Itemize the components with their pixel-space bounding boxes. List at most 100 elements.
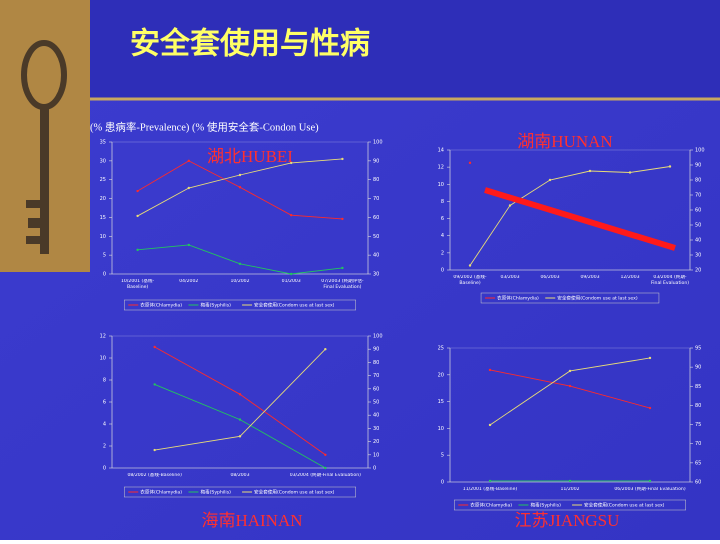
y2-tick-label: 70 xyxy=(695,441,701,447)
data-point xyxy=(341,157,344,161)
data-point xyxy=(468,161,472,165)
y2-tick-label: 90 xyxy=(373,158,379,164)
x-tick-label: 08/2002 (基线-Baseline) xyxy=(127,473,182,478)
x-tick-slot: 11/2001 (基线-Baseline) xyxy=(463,487,517,492)
y2-tick-label: 20 xyxy=(695,268,701,274)
y2-tick-label: 65 xyxy=(695,460,701,466)
x-tick-slot: 10/2001 (基线-Baseline) xyxy=(121,279,155,290)
data-point xyxy=(648,406,652,410)
x-tick-label: 07/2003 (终期评估-Final Evaluation) xyxy=(321,279,364,290)
y-tick-label: 25 xyxy=(438,346,444,352)
x-tick-label: 06/2003 xyxy=(540,275,560,280)
y-tick-label: 8 xyxy=(441,199,444,205)
legend-label: 安全套使用(Condom use at last sex) xyxy=(254,489,335,496)
y2-tick-label: 75 xyxy=(695,422,701,428)
slide-subtitle: (% 患病率-Prevalence) (% 使用安全套-Condon Use) xyxy=(90,120,319,133)
y-tick-label: 15 xyxy=(438,399,444,405)
y2-tick-label: 40 xyxy=(373,413,379,419)
y2-tick-label: 85 xyxy=(695,384,701,390)
y2-tick-label: 70 xyxy=(373,373,379,379)
y2-tick-label: 80 xyxy=(695,178,701,184)
legend-label: 衣原体(Chlamydia) xyxy=(140,302,182,309)
data-point xyxy=(153,448,156,452)
y-tick-label: 25 xyxy=(100,177,106,183)
x-tick-slot: 01/2003 xyxy=(282,279,301,284)
y2-tick-label: 95 xyxy=(695,346,701,352)
data-point xyxy=(238,418,242,421)
y2-tick-label: 80 xyxy=(695,403,701,409)
series-line xyxy=(469,166,671,266)
data-point xyxy=(668,165,672,168)
legend-label: 安全套使用(Condom use at last sex) xyxy=(557,295,638,302)
x-tick-slot: 03/2004 (终期-Final Evaluation) xyxy=(650,275,690,286)
data-point xyxy=(187,243,190,247)
x-tick-slot: 09/2002 (基线-Baseline) xyxy=(453,275,487,286)
y-tick-label: 12 xyxy=(100,334,106,340)
y2-tick-label: 80 xyxy=(373,360,379,366)
data-point xyxy=(136,189,139,193)
y-tick-label: 14 xyxy=(438,148,444,154)
x-tick-label: 10/2001 (基线-Baseline) xyxy=(121,279,155,290)
y2-tick-label: 100 xyxy=(695,148,705,154)
legend-label: 衣原体(Chlamydia) xyxy=(497,295,539,302)
x-tick-slot: 08/2003 xyxy=(230,473,250,478)
data-point xyxy=(588,169,592,173)
y2-tick-label: 40 xyxy=(695,238,701,244)
x-tick-label: 03/2004 (终期-Final Evaluation) xyxy=(650,275,690,286)
data-point xyxy=(488,368,492,372)
data-point xyxy=(238,393,242,396)
legend-box xyxy=(480,292,660,304)
x-tick-label: 10/2002 xyxy=(230,279,250,284)
data-point xyxy=(568,479,572,483)
data-point xyxy=(238,173,242,177)
data-point xyxy=(488,479,492,483)
chart-title: 海南HAINAN xyxy=(201,511,302,530)
y-tick-label: 6 xyxy=(103,400,106,406)
legend-label: 安全套使用(Condom use at last sex) xyxy=(254,302,335,309)
y2-tick-label: 60 xyxy=(373,215,379,221)
x-tick-slot: 09/2003 xyxy=(580,275,599,280)
x-tick-label: 04/2002 xyxy=(179,279,199,284)
slide-title: 安全套使用与性病 xyxy=(130,27,370,62)
data-point xyxy=(187,159,190,163)
y-tick-label: 30 xyxy=(100,158,106,164)
y2-tick-label: 60 xyxy=(695,208,701,214)
x-tick-label: 11/2002 xyxy=(560,487,580,492)
chart-title: 江苏JIANGSU xyxy=(515,511,620,530)
y2-tick-label: 50 xyxy=(373,234,379,240)
y2-tick-label: 90 xyxy=(695,163,701,169)
y2-tick-label: 90 xyxy=(373,347,379,353)
x-tick-slot: 06/2003 xyxy=(540,275,560,280)
y2-tick-label: 50 xyxy=(373,400,379,406)
y2-tick-label: 30 xyxy=(373,272,379,278)
y-tick-label: 5 xyxy=(103,253,106,259)
data-point xyxy=(153,345,156,349)
y-tick-label: 4 xyxy=(441,233,444,239)
chart-title: 湖北HUBEI xyxy=(207,147,293,166)
legend-label: 衣原体(Chlamydia) xyxy=(470,502,512,509)
x-tick-label: 03/2003 xyxy=(500,275,520,280)
data-point xyxy=(290,161,293,165)
data-point xyxy=(187,186,190,190)
data-point xyxy=(648,479,652,483)
x-tick-slot: 08/2002 (基线-Baseline) xyxy=(127,473,182,478)
legend-label: 安全套使用(Condom use at last sex) xyxy=(584,502,665,509)
y-tick-label: 20 xyxy=(100,196,106,202)
y2-tick-label: 30 xyxy=(373,426,379,432)
legend-box xyxy=(124,486,356,498)
y-tick-label: 10 xyxy=(438,182,444,188)
x-tick-label: 09/2002 (基线-Baseline) xyxy=(453,275,487,286)
y-tick-label: 10 xyxy=(100,356,106,362)
data-point xyxy=(238,186,242,189)
chart-title: 湖南HUNAN xyxy=(517,132,612,151)
y-tick-label: 2 xyxy=(103,444,106,450)
y-tick-label: 0 xyxy=(441,480,444,486)
data-point xyxy=(508,204,512,207)
y-tick-label: 0 xyxy=(103,272,106,278)
x-tick-label: 08/2003 xyxy=(230,473,250,478)
x-tick-slot: 10/2002 xyxy=(230,279,250,284)
annotation-arrow xyxy=(484,187,676,251)
data-point xyxy=(341,266,344,270)
data-point xyxy=(468,264,472,267)
y2-tick-label: 70 xyxy=(373,196,379,202)
